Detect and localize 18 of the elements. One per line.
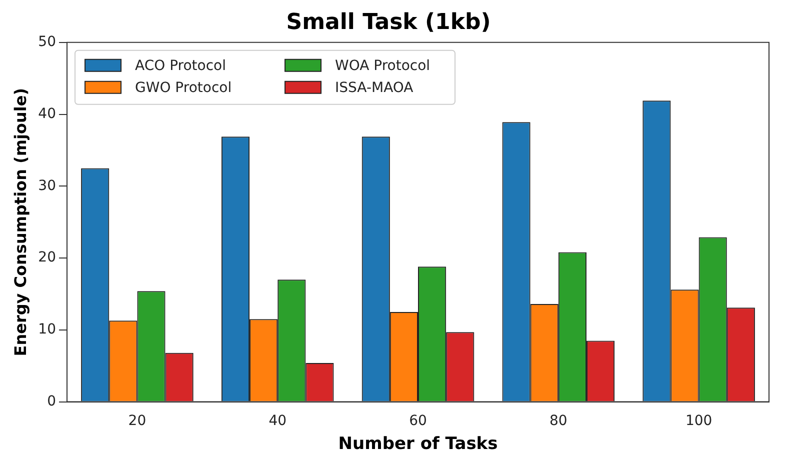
- x-tick-label: 20: [128, 412, 146, 429]
- x-tick-label: 60: [409, 412, 427, 429]
- y-tick-label: 30: [38, 178, 56, 194]
- legend-label: ISSA-MAOA: [335, 80, 414, 96]
- x-tick-label: 40: [268, 412, 287, 429]
- y-tick-label: 40: [38, 106, 56, 122]
- legend-label: GWO Protocol: [135, 80, 232, 96]
- legend-label: WOA Protocol: [335, 58, 430, 74]
- y-tick-label: 20: [38, 250, 56, 266]
- y-tick-label: 0: [47, 393, 56, 410]
- legend-label: ACO Protocol: [135, 58, 226, 74]
- x-axis-title: Number of Tasks: [338, 434, 498, 454]
- x-tick-label: 100: [685, 412, 712, 429]
- y-axis-title: Energy Consumption (mjoule): [10, 88, 30, 356]
- chart-title: Small Task (1kb): [286, 10, 491, 35]
- x-tick-label: 80: [549, 412, 568, 429]
- y-tick-label: 50: [38, 34, 56, 50]
- y-tick-label: 10: [38, 322, 56, 338]
